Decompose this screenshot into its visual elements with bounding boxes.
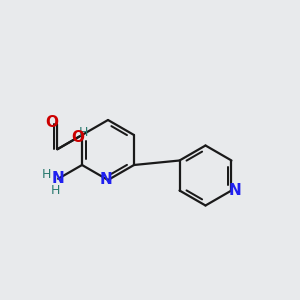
Text: N: N xyxy=(229,183,242,198)
Text: H: H xyxy=(42,168,51,181)
Text: O: O xyxy=(71,130,84,146)
Text: O: O xyxy=(45,115,58,130)
Text: N: N xyxy=(99,172,112,188)
Text: H: H xyxy=(79,126,88,140)
Text: H: H xyxy=(50,184,60,197)
Text: N: N xyxy=(52,171,64,186)
